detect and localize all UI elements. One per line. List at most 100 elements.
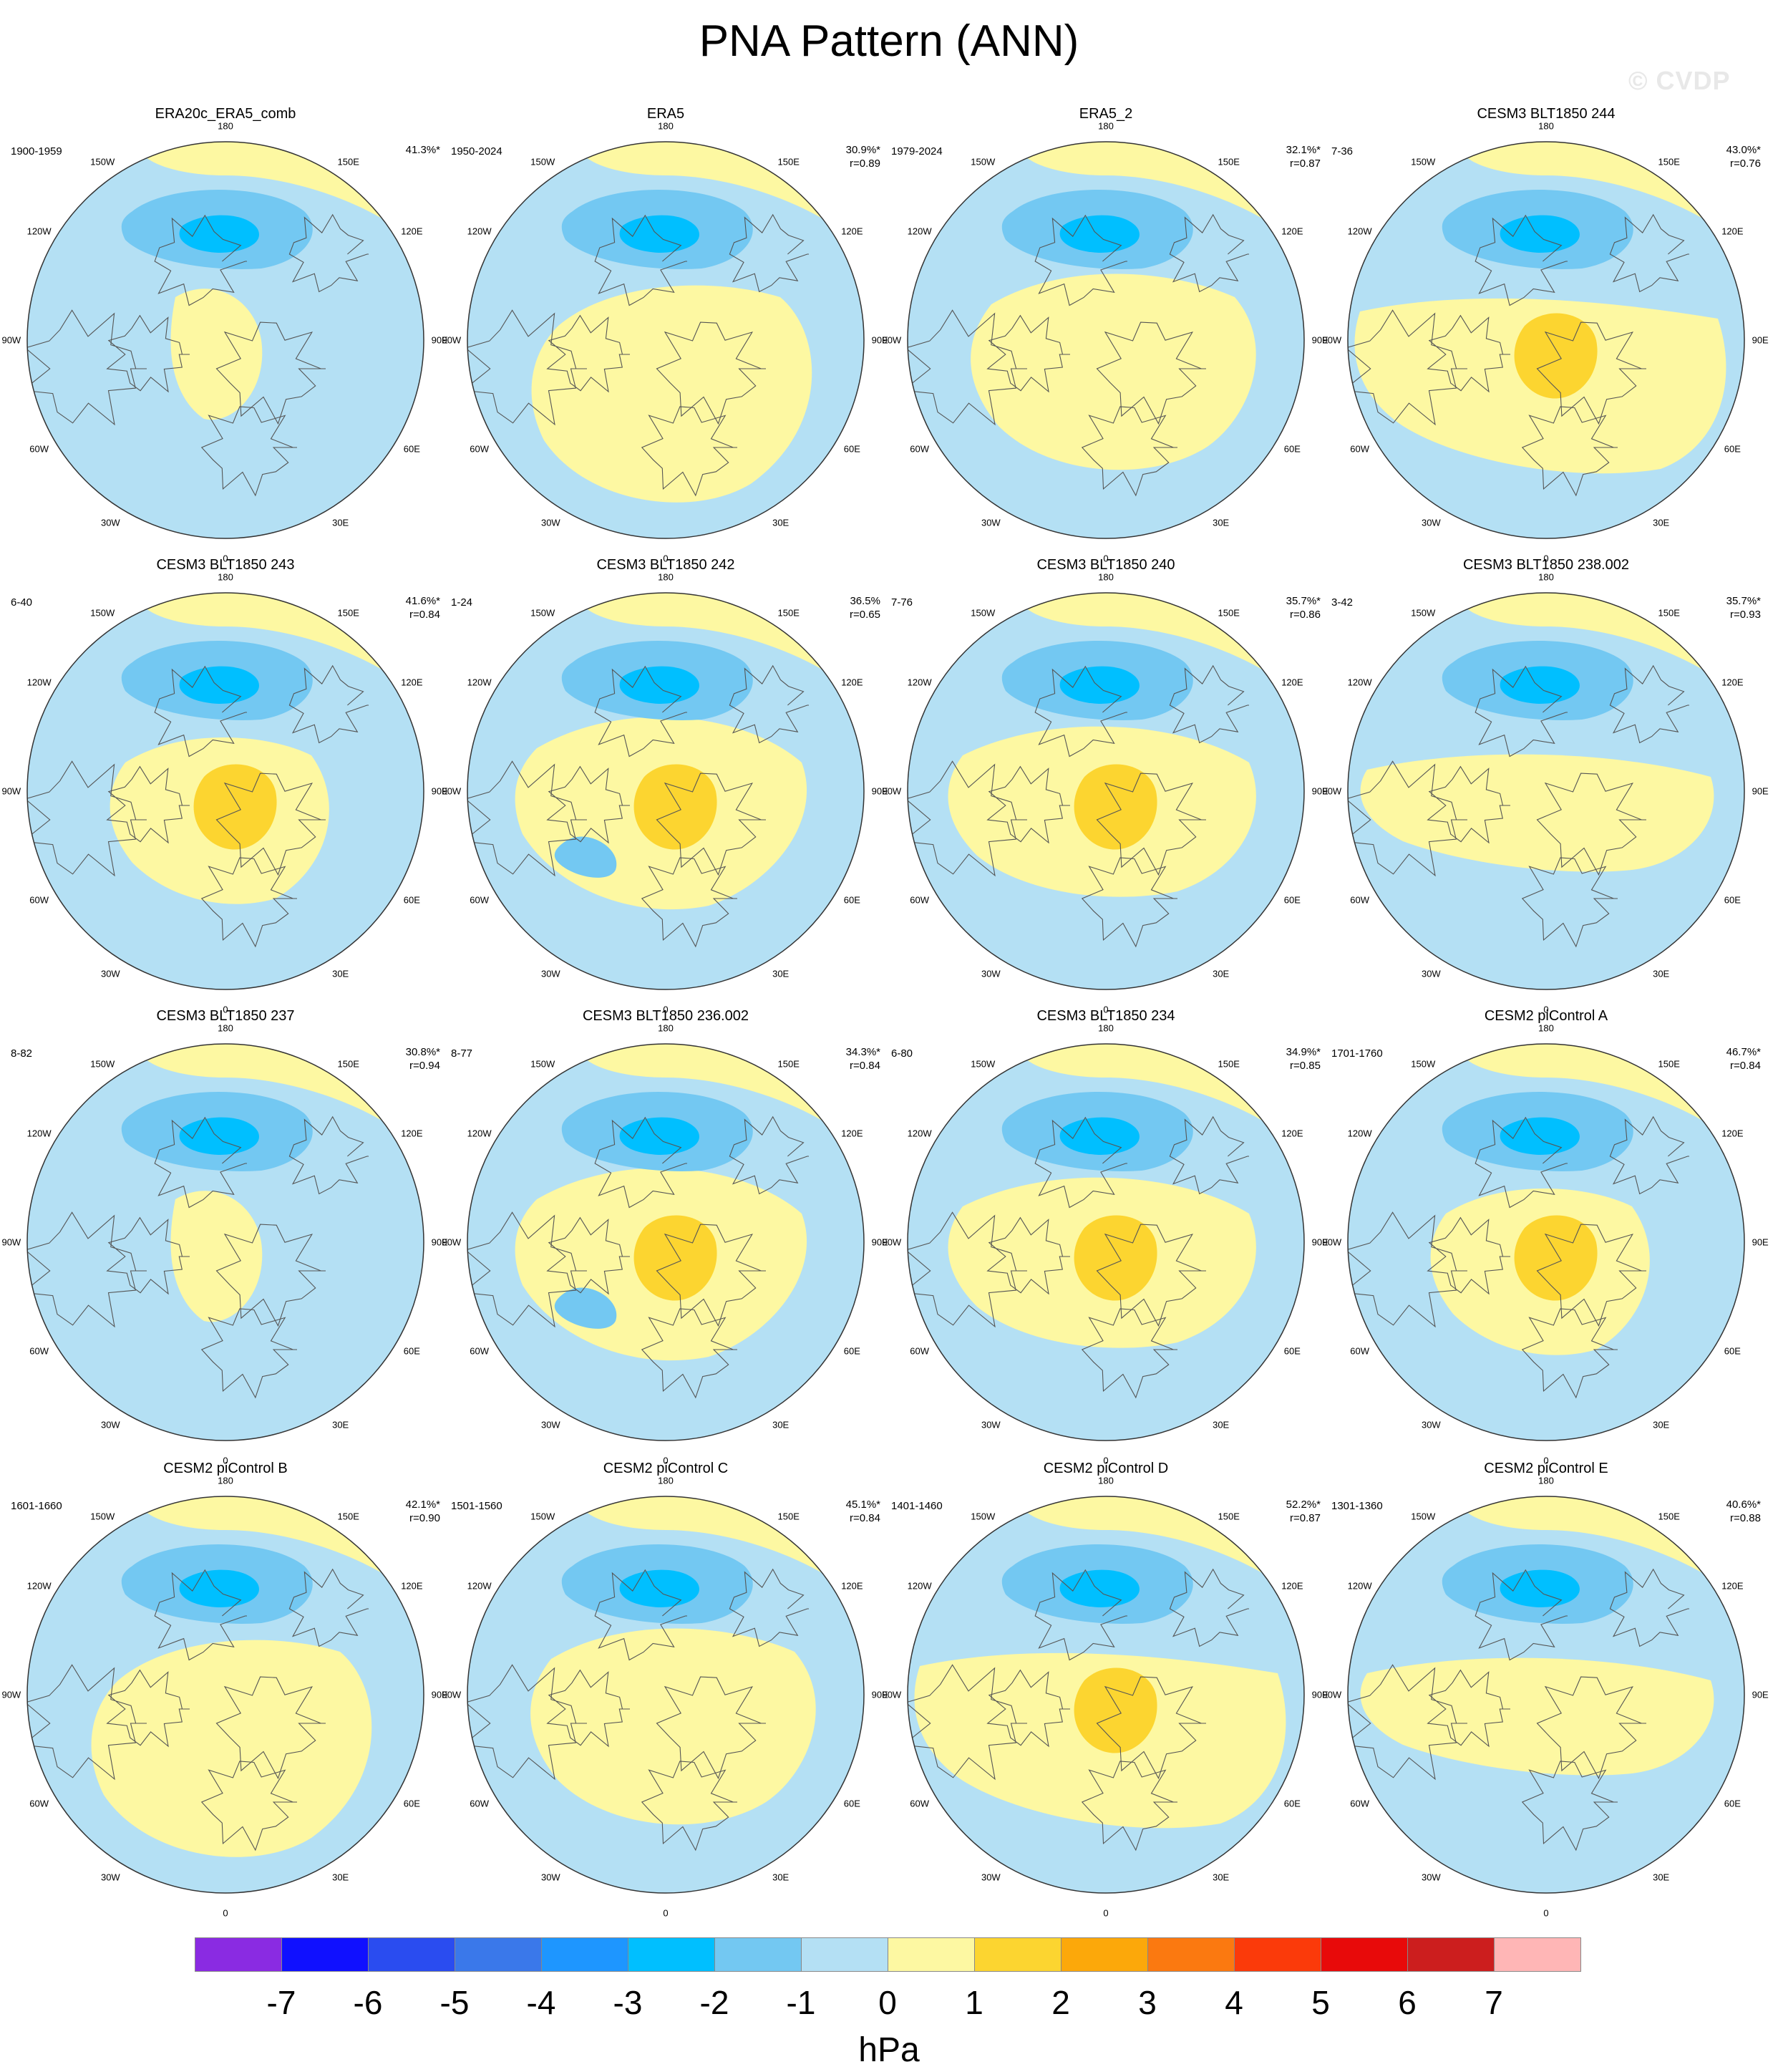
polar-map: [907, 141, 1305, 539]
map-boundary: [467, 141, 865, 539]
panel-variance-pct: 41.3%*: [405, 144, 440, 156]
panel-stats: 41.6%* r=0.84: [406, 594, 440, 621]
panel-variance-pct: 32.1%*: [1286, 144, 1321, 156]
longitude-label: 120E: [1281, 226, 1303, 237]
polar-map: [907, 592, 1305, 990]
longitude-label: 120E: [1281, 1580, 1303, 1592]
longitude-label: 60E: [843, 1798, 860, 1809]
longitude-label: 120W: [907, 677, 932, 688]
map-panel: CESM2 piControl C 1501-1560 45.1%* r=0.84 18…: [442, 1461, 888, 1918]
longitude-label: 120W: [1347, 1580, 1372, 1592]
longitude-label: 90W: [882, 785, 902, 797]
panel-pattern-correlation: r=0.93: [1730, 609, 1761, 621]
longitude-label: 120E: [401, 1580, 423, 1592]
panel-pattern-correlation: r=0.90: [409, 1512, 440, 1524]
colorbar-swatch: [888, 1937, 975, 1972]
colorbar-swatch: [801, 1937, 888, 1972]
polar-map: [26, 141, 424, 539]
panel-stats: 40.6%* r=0.88: [1726, 1498, 1761, 1525]
panel-variance-pct: 36.5%: [850, 595, 880, 607]
longitude-label: 120E: [1281, 1128, 1303, 1139]
colorbar-swatch: [1234, 1937, 1321, 1972]
panel-variance-pct: 52.2%*: [1286, 1499, 1321, 1511]
panel-title: CESM3 BLT1850 237: [156, 1008, 295, 1024]
longitude-label: 0: [1543, 1455, 1549, 1466]
longitude-label: 60E: [403, 1798, 420, 1809]
longitude-label: 150W: [1411, 607, 1436, 619]
longitude-label: 30W: [100, 1419, 120, 1430]
longitude-label: 60W: [29, 894, 49, 906]
longitude-label: 180: [1538, 571, 1554, 583]
panel-years: 7-36: [1331, 145, 1354, 158]
panel-pattern-correlation: r=0.84: [1730, 1060, 1761, 1072]
longitude-label: 90E: [871, 1236, 888, 1248]
map-panel: CESM3 BLT1850 240 7-76 35.7%* r=0.86 180 150E…: [882, 557, 1328, 1015]
panel-title: CESM3 BLT1850 240: [1036, 557, 1175, 573]
coastline: [1348, 664, 1689, 948]
panel-pattern-correlation: r=0.89: [850, 158, 880, 170]
colorbar-swatch: [368, 1937, 455, 1972]
map-panel: CESM2 piControl D 1401-1460 52.2%* r=0.87 18…: [882, 1461, 1328, 1918]
contour-region: [1074, 1215, 1157, 1301]
longitude-label: 90E: [431, 334, 448, 346]
map-panel: CESM2 piControl B 1601-1660 42.1%* r=0.90 18…: [1, 1461, 447, 1918]
longitude-label: 30W: [100, 1872, 120, 1883]
colorbar-tick-label: 2: [1051, 1984, 1070, 2021]
panel-pattern-correlation: r=0.65: [850, 609, 880, 621]
longitude-label: 0: [223, 1455, 228, 1466]
longitude-label: 150E: [777, 607, 800, 619]
panel-pattern-correlation: r=0.87: [1290, 158, 1321, 170]
longitude-label: 180: [1538, 1475, 1554, 1486]
longitude-label: 150W: [90, 156, 115, 168]
coastline: [908, 213, 1249, 497]
longitude-label: 60W: [470, 1345, 489, 1357]
map-boundary: [467, 592, 865, 990]
longitude-label: 30W: [981, 1872, 1001, 1883]
longitude-label: 150E: [337, 607, 359, 619]
longitude-label: 150E: [337, 156, 359, 168]
panel-title: ERA5: [646, 106, 685, 122]
panel-stats: 34.3%* r=0.84: [846, 1045, 880, 1073]
longitude-label: 120E: [401, 677, 423, 688]
contour-region: [1074, 764, 1157, 850]
colorbar-tick-label: -5: [439, 1984, 470, 2021]
longitude-label: 60E: [1724, 443, 1741, 455]
panel-stats: 52.2%* r=0.87: [1286, 1498, 1321, 1525]
longitude-label: 90E: [1752, 1236, 1769, 1248]
map-boundary: [26, 1043, 424, 1441]
panel-stats: 35.7%* r=0.86: [1286, 594, 1321, 621]
longitude-label: 150W: [1411, 156, 1436, 168]
longitude-label: 150W: [971, 607, 996, 619]
panel-years: 1601-1660: [11, 1500, 62, 1512]
colorbar-swatch: [714, 1937, 802, 1972]
coastline: [1348, 213, 1689, 497]
longitude-label: 60E: [403, 443, 420, 455]
longitude-label: 90E: [1752, 785, 1769, 797]
panel-stats: 36.5% r=0.65: [850, 594, 880, 621]
longitude-label: 120W: [1347, 1128, 1372, 1139]
panel-variance-pct: 43.0%*: [1726, 144, 1761, 156]
map-panel: CESM3 BLT1850 237 8-82 30.8%* r=0.94 180 150E…: [1, 1008, 447, 1466]
longitude-label: 30E: [772, 1872, 790, 1883]
longitude-label: 180: [218, 1475, 233, 1486]
longitude-label: 0: [663, 553, 669, 564]
longitude-label: 30E: [1653, 1419, 1670, 1430]
panel-variance-pct: 41.6%*: [405, 595, 440, 607]
map-boundary: [26, 592, 424, 990]
panel-stats: 35.7%* r=0.93: [1726, 594, 1761, 621]
contour-region: [633, 1215, 717, 1301]
longitude-label: 90E: [1311, 1236, 1328, 1248]
longitude-label: 90W: [1, 1236, 21, 1248]
longitude-label: 90W: [442, 1689, 462, 1700]
contour-region: [170, 1191, 263, 1322]
panel-years: 1301-1360: [1331, 1500, 1383, 1512]
polar-map: [26, 592, 424, 990]
panel-title: ERA20c_ERA5_comb: [155, 106, 296, 122]
longitude-label: 120E: [841, 1580, 863, 1592]
colorbar-tick-label: -7: [266, 1984, 296, 2021]
panel-pattern-correlation: r=0.88: [1730, 1512, 1761, 1524]
longitude-label: 120W: [26, 1580, 52, 1592]
longitude-label: 150E: [777, 1058, 800, 1070]
map-panel: CESM3 BLT1850 244 7-36 43.0%* r=0.76 180 150E…: [1322, 106, 1768, 563]
contour-region: [1074, 1667, 1157, 1753]
